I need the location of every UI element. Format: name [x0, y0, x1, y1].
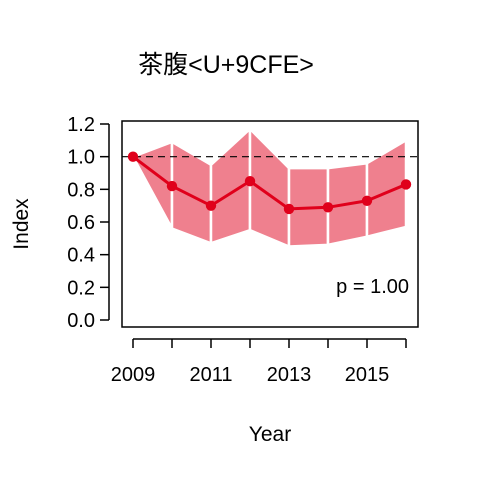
y-axis: 0.0 0.2 0.4 0.6 0.8 1.0 1.2: [67, 114, 110, 332]
data-point: [283, 203, 295, 215]
data-point: [400, 179, 412, 190]
data-point: [361, 195, 373, 206]
data-point: [244, 175, 256, 187]
y-tick-label: 0.2: [67, 277, 95, 299]
chart-title: 茶腹<U+9CFE>: [138, 51, 314, 79]
band-segment: [365, 138, 408, 239]
y-tick-label: 0.4: [67, 245, 95, 267]
x-tick-label: 2015: [345, 364, 390, 386]
series-line: [132, 155, 407, 211]
x-tick-label: 2011: [189, 364, 232, 386]
series-points: [127, 151, 412, 215]
band-segment: [170, 139, 213, 246]
y-tick-label: 1.0: [67, 147, 95, 169]
x-tick-label: 2009: [111, 364, 156, 386]
band-segment: [248, 125, 291, 249]
y-tick-label: 1.2: [67, 114, 95, 136]
y-tick-label: 0.8: [67, 179, 95, 201]
plot-box: [121, 120, 419, 328]
x-axis-label: Year: [249, 423, 291, 446]
plot-area: [121, 120, 419, 328]
annotation-p-value: p = 1.00: [336, 276, 409, 298]
y-tick-label: 0.6: [67, 212, 95, 234]
y-axis-label: Index: [10, 198, 33, 250]
y-tick-label: 0.0: [67, 310, 95, 332]
x-tick-label: 2013: [267, 364, 312, 386]
data-point: [322, 202, 334, 213]
data-point: [205, 200, 217, 211]
x-axis: 2009 2011 2013 2015: [111, 338, 407, 386]
data-point: [127, 151, 139, 162]
band-segment: [131, 140, 174, 230]
data-point: [166, 180, 178, 192]
